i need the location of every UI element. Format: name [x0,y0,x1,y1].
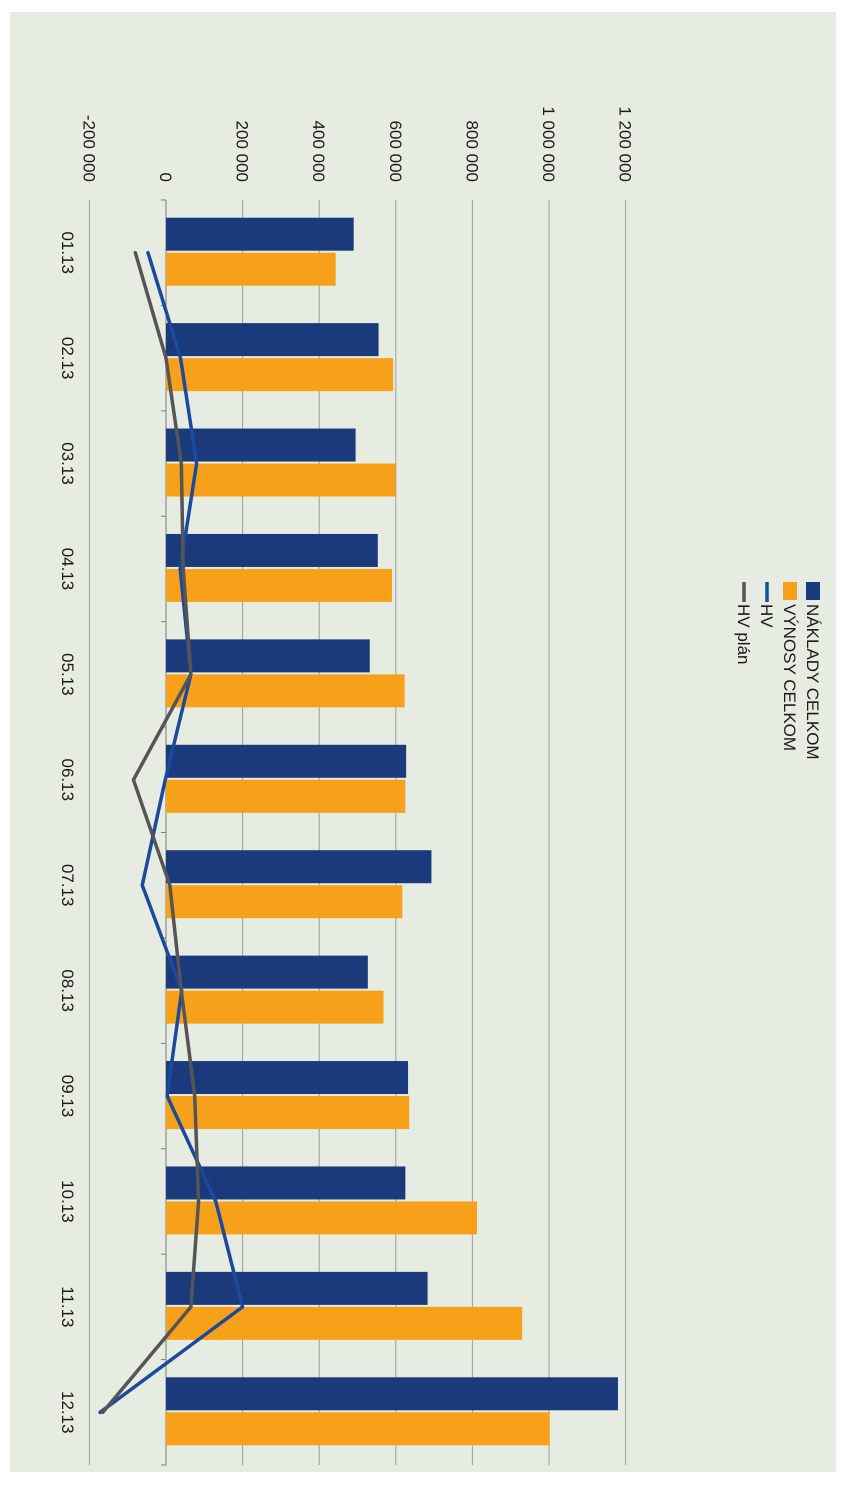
y-tick-label: 0 [156,173,175,182]
line-point [181,567,185,571]
x-tick-label: 12.13 [58,1391,77,1434]
line-point [98,1410,102,1414]
bar [166,990,384,1024]
y-tick-label: 600 000 [386,121,405,182]
x-tick-label: 04.13 [58,548,77,591]
bar-layer [166,217,618,1446]
legend-label: NÁKLADY CELKOM [803,604,822,760]
line-point [165,1094,169,1098]
x-tick-label: 09.13 [58,1075,77,1118]
line-point [241,1305,245,1309]
legend-label: HV [757,604,776,628]
bar [166,533,378,567]
bar [166,1271,428,1305]
legend-label: HV plán [734,604,753,664]
x-tick-label: 05.13 [58,653,77,696]
bar [166,358,394,392]
line-point [101,1410,105,1414]
bar [166,779,406,813]
y-tick-label: 400 000 [309,121,328,182]
bar [166,1096,410,1130]
axis-layer [161,199,167,1466]
line-point [131,778,135,782]
bar [166,1306,523,1340]
line-layer [98,250,245,1415]
bar [166,744,407,778]
line-point [189,1305,193,1309]
bar [166,1377,618,1411]
line-point [179,989,183,993]
line-point [214,1199,218,1203]
tick-layer: -200 000 0 200 000 400 000 600 000 800 000 1 0… [58,106,635,1433]
x-tick-label: 02.13 [58,337,77,380]
bar [166,323,379,357]
line-point [179,462,183,466]
bar [166,217,354,251]
line-point [146,251,150,255]
x-tick-label: 11.13 [58,1286,77,1327]
x-tick-label: 08.13 [58,969,77,1012]
y-tick-label: -200 000 [79,115,98,182]
line-point [164,356,168,360]
x-tick-label: 10.13 [58,1180,77,1223]
line-point [179,356,183,360]
x-tick-label: 01.13 [58,231,77,274]
y-tick-label: 1 000 000 [539,106,558,182]
x-tick-label: 06.13 [58,759,77,802]
bar [166,568,392,602]
series-line [101,250,201,1415]
line-point [195,462,199,466]
legend-swatch [783,582,797,600]
bar [166,428,356,462]
bar [166,885,403,919]
line-point [197,1199,201,1203]
x-tick-label: 03.13 [58,442,77,485]
bar [166,1061,409,1095]
bar [166,1412,550,1446]
legend-swatch [806,582,820,600]
bar [166,1201,477,1235]
series-line [98,250,245,1415]
y-tick-label: 800 000 [462,121,481,182]
y-tick-label: 200 000 [233,121,252,182]
bar [166,955,368,989]
line-point [193,1094,197,1098]
y-tick-label: 1 200 000 [616,106,635,182]
bar [166,252,336,286]
legend-label: VÝNOSY CELKOM [780,604,799,751]
bar [166,674,405,708]
bar [166,463,396,497]
line-point [140,883,144,887]
x-tick-label: 07.13 [58,864,77,907]
bar [166,639,370,673]
line-point [178,567,182,571]
line-point [168,883,172,887]
bar [166,850,432,884]
line-point [189,672,193,676]
line-point [163,778,167,782]
line-point [133,251,137,255]
